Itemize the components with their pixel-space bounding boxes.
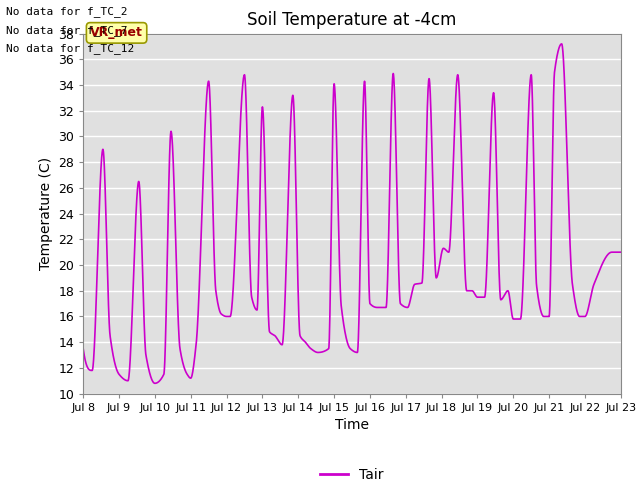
Text: No data for f_TC_12: No data for f_TC_12 (6, 43, 134, 54)
Title: Soil Temperature at -4cm: Soil Temperature at -4cm (247, 11, 457, 29)
Text: No data for f_TC_2: No data for f_TC_2 (6, 6, 128, 17)
Y-axis label: Temperature (C): Temperature (C) (39, 157, 52, 270)
Text: No data for f_TC_7: No data for f_TC_7 (6, 24, 128, 36)
X-axis label: Time: Time (335, 418, 369, 432)
Legend: Tair: Tair (315, 462, 389, 480)
Text: VR_met: VR_met (90, 26, 143, 39)
